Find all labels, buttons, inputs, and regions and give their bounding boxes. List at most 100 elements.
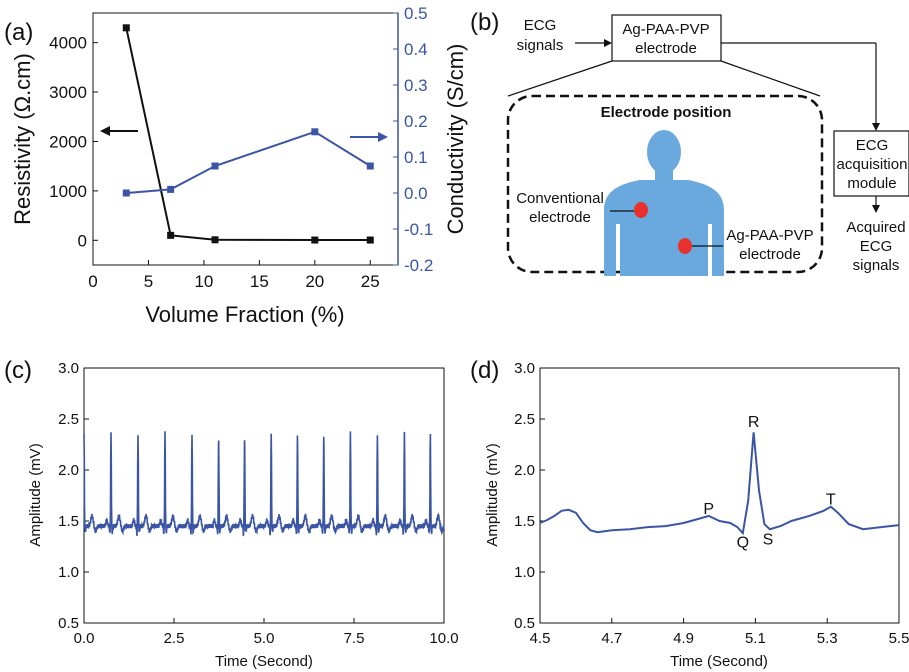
y-tick-label-a: 3000 bbox=[49, 83, 87, 102]
data-point-a-right bbox=[311, 128, 319, 136]
x-tick-label-d: 4.9 bbox=[673, 630, 694, 647]
electrode-box bbox=[611, 14, 722, 62]
data-point-a-left bbox=[211, 236, 219, 244]
y-axis-label-c: Amplitude (mV) bbox=[27, 443, 44, 546]
y-tick-label-a: 2000 bbox=[49, 132, 87, 151]
ecg-signals-label-line2: signals bbox=[517, 37, 564, 54]
plot-frame-d bbox=[539, 367, 900, 624]
y2-axis-label-a: Conductivity (S/cm) bbox=[443, 44, 468, 235]
ecg-trace-d bbox=[539, 432, 900, 536]
x-axis-label-d: Time (Second) bbox=[670, 653, 768, 670]
y-tick-label-d: 2.5 bbox=[514, 411, 535, 428]
y-tick-label-d: 1.0 bbox=[514, 564, 535, 581]
data-point-a-left bbox=[311, 236, 319, 244]
chart-a-content: 0 5 10 15 20 25 0 1000 2000 3000 4000 -0.2 -0.1 0.0 0.… bbox=[49, 4, 433, 291]
x-tick-label-a: 5 bbox=[144, 272, 153, 291]
y2-tick-label-a: 0.2 bbox=[404, 112, 428, 131]
panel-label-d: (d) bbox=[470, 357, 499, 384]
wave-label-t: T bbox=[826, 492, 836, 509]
data-point-a-right bbox=[211, 162, 219, 170]
y-tick-label-a: 0 bbox=[78, 231, 87, 250]
y2-tick-label-a: -0.2 bbox=[404, 256, 433, 275]
wave-label-r: R bbox=[748, 414, 760, 431]
zoom-line-left bbox=[507, 60, 613, 97]
y-tick-label-c: 2.0 bbox=[58, 462, 79, 479]
y-tick-label-d: 1.5 bbox=[514, 513, 535, 530]
x-axis-label-c: Time (Second) bbox=[215, 653, 313, 670]
y-tick-label-a: 4000 bbox=[49, 34, 87, 53]
panel-label-b: (b) bbox=[470, 9, 499, 36]
output-arrowhead bbox=[872, 123, 880, 131]
chart-d: (d) 4.5 4.7 4.9 5.1 5.3 5.5 0.5 1.0 1.5 2.0 2.5 3.0… bbox=[470, 357, 909, 670]
zoom-line-right bbox=[720, 60, 821, 97]
chart-d-content: 4.5 4.7 4.9 5.1 5.3 5.5 0.5 1.0 1.5 2.0 2.5 3.0 P R T Q… bbox=[514, 360, 909, 647]
data-point-a-left bbox=[122, 24, 130, 32]
y2-tick-label-a: 0.3 bbox=[404, 76, 428, 95]
y-tick-label-d: 3.0 bbox=[514, 360, 535, 377]
x-tick-label-a: 15 bbox=[250, 272, 269, 291]
y-tick-label-c: 3.0 bbox=[58, 360, 79, 377]
y2-tick-label-a: 0.0 bbox=[404, 184, 428, 203]
conventional-label-line1: Conventional bbox=[516, 190, 604, 207]
acquired-line3: signals bbox=[853, 257, 900, 274]
y-tick-label-a: 1000 bbox=[49, 182, 87, 201]
chart-c: (c) 0.0 2.5 5.0 7.5 10.0 0.5 1.0 1.5 2.0 2.5 3.0 T… bbox=[4, 357, 459, 670]
electrode-box-line1: Ag-PAA-PVP bbox=[622, 21, 709, 38]
ecg-module-box bbox=[833, 130, 909, 197]
y-tick-label-c: 2.5 bbox=[58, 411, 79, 428]
y2-tick-label-a: 0.5 bbox=[404, 4, 428, 23]
x-tick-label-c: 2.5 bbox=[164, 630, 185, 647]
acquired-line1: Acquired bbox=[846, 219, 905, 236]
x-tick-label-d: 4.5 bbox=[530, 630, 551, 647]
y-tick-label-c: 1.0 bbox=[58, 564, 79, 581]
electrode-position-title: Electrode position bbox=[601, 104, 732, 121]
x-tick-label-c: 7.5 bbox=[344, 630, 365, 647]
x-tick-label-a: 10 bbox=[194, 272, 213, 291]
x-tick-label-c: 10.0 bbox=[429, 630, 458, 647]
data-point-a-right bbox=[366, 162, 374, 170]
y-axis-label-d: Amplitude (mV) bbox=[484, 443, 501, 546]
ecg-module-line3: module bbox=[847, 175, 896, 192]
wave-label-s: S bbox=[763, 531, 774, 548]
panel-label-a: (a) bbox=[4, 19, 33, 46]
y-tick-label-d: 2.0 bbox=[514, 462, 535, 479]
data-point-a-left bbox=[366, 236, 374, 244]
module-output-arrowhead bbox=[872, 205, 880, 213]
ecg-trace-c bbox=[83, 431, 445, 537]
y2-tick-label-a: 0.1 bbox=[404, 148, 428, 167]
y-tick-label-d: 0.5 bbox=[514, 615, 535, 632]
agpaa-label-line2: electrode bbox=[739, 246, 801, 263]
left-axis-arrowhead bbox=[100, 126, 110, 136]
conventional-label-line2: electrode bbox=[529, 209, 591, 226]
ecg-signals-label-line1: ECG bbox=[524, 17, 557, 34]
y2-tick-label-a: -0.1 bbox=[404, 220, 433, 239]
x-tick-label-a: 20 bbox=[305, 272, 324, 291]
data-point-a-right bbox=[122, 189, 130, 197]
chart-a: (a) 0 5 10 15 20 2501000200030004000-0.2-0.10… bbox=[4, 4, 468, 327]
data-point-a-left bbox=[167, 231, 175, 239]
y-tick-label-c: 1.5 bbox=[58, 513, 79, 530]
wave-label-q: Q bbox=[737, 535, 749, 552]
agpaa-electrode-dot bbox=[678, 238, 692, 254]
ecg-module-line2: acquisition bbox=[837, 156, 908, 173]
series-line-a-right bbox=[126, 130, 371, 194]
x-tick-label-d: 5.1 bbox=[745, 630, 766, 647]
acquired-line2: ECG bbox=[860, 238, 893, 255]
ecg-module-line1: ECG bbox=[856, 137, 889, 154]
y-tick-label-c: 0.5 bbox=[58, 615, 79, 632]
x-tick-label-a: 25 bbox=[361, 272, 380, 291]
x-tick-label-c: 0.0 bbox=[74, 630, 95, 647]
data-point-a-right bbox=[167, 185, 175, 193]
panel-label-c: (c) bbox=[4, 357, 32, 384]
electrode-box-line2: electrode bbox=[635, 40, 697, 57]
x-tick-label-d: 5.3 bbox=[817, 630, 838, 647]
x-tick-label-d: 5.5 bbox=[889, 630, 909, 647]
conventional-electrode-dot bbox=[634, 202, 648, 218]
right-axis-arrowhead bbox=[378, 132, 388, 142]
wave-label-p: P bbox=[703, 501, 714, 518]
y-axis-label-a: Resistivity (Ω.cm) bbox=[10, 53, 35, 225]
y2-tick-label-a: 0.4 bbox=[404, 40, 428, 59]
chart-c-content: 0.0 2.5 5.0 7.5 10.0 0.5 1.0 1.5 2.0 2.5 3.0 bbox=[58, 360, 458, 647]
electrode-position-box bbox=[506, 94, 824, 274]
